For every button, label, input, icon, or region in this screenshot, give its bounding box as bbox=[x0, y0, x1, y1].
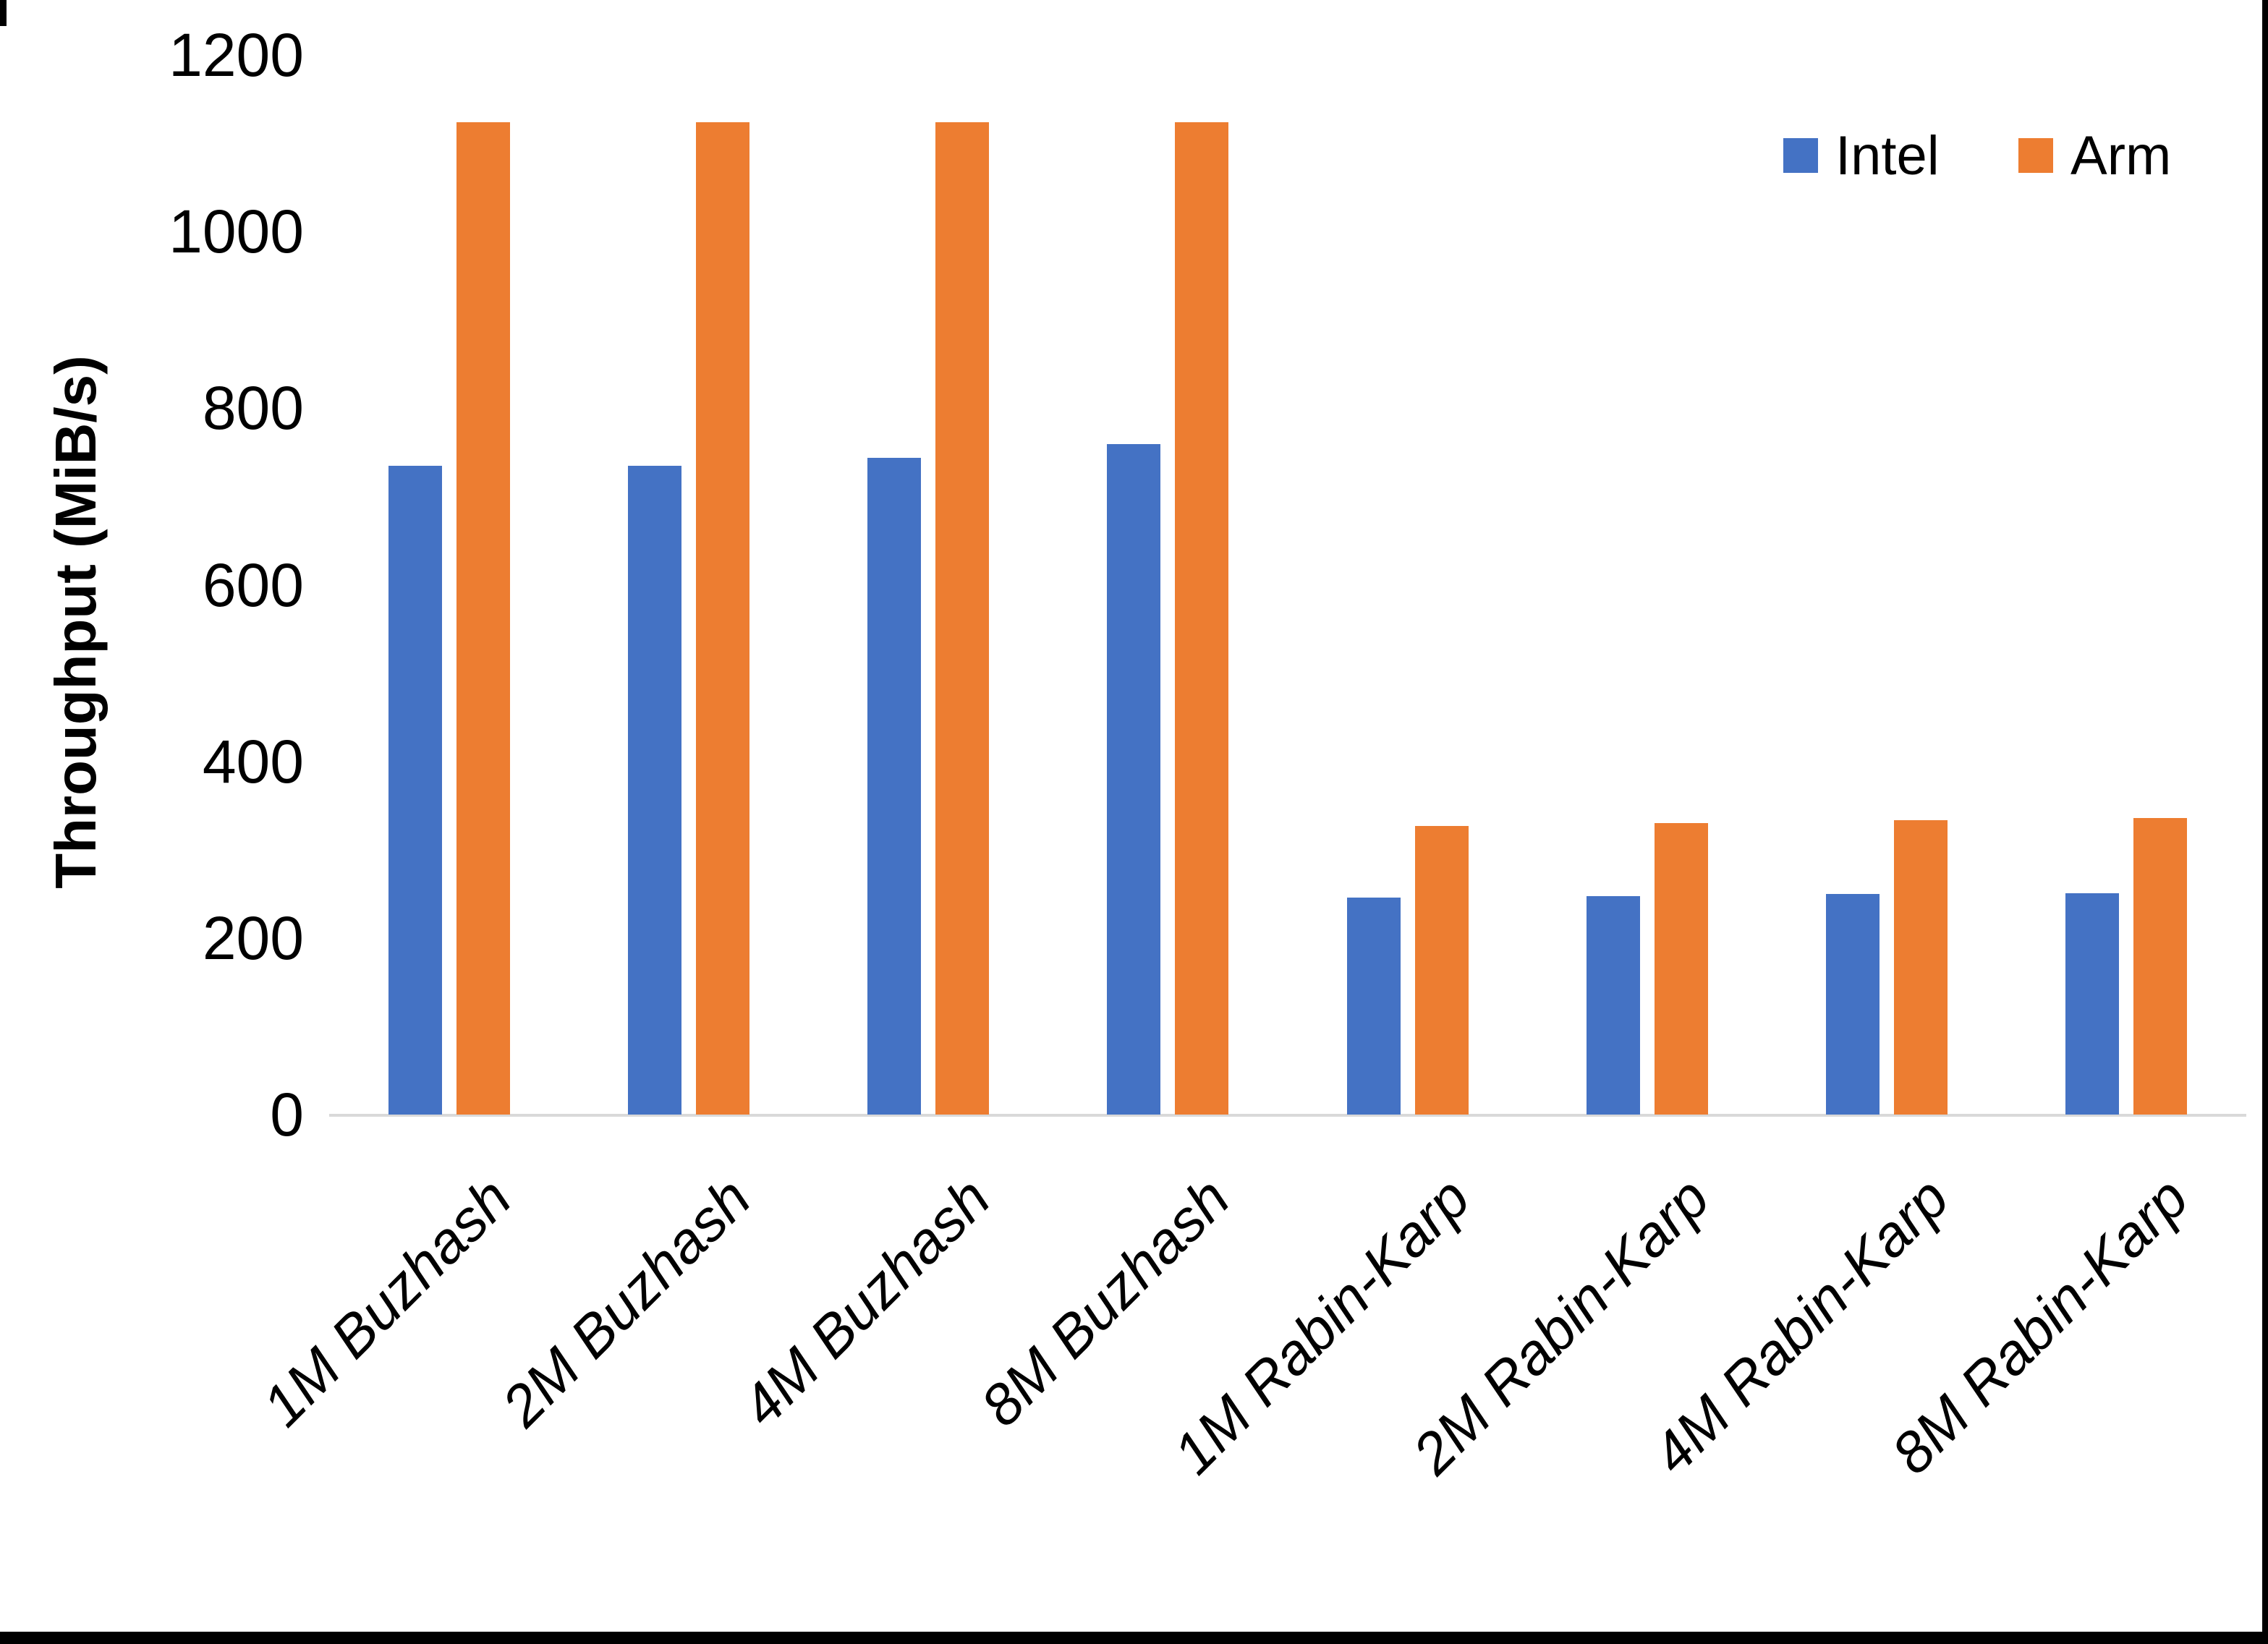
x-axis-label-4m-rabin-karp: 4M Rabin-Karp bbox=[1639, 1165, 1961, 1486]
x-axis-label-1m-rabin-karp: 1M Rabin-Karp bbox=[1160, 1165, 1482, 1486]
bar-intel-1m-buzhash bbox=[388, 465, 442, 1115]
legend-item-arm: Arm bbox=[2018, 124, 2172, 187]
x-axis-line bbox=[329, 1114, 2246, 1117]
screenshot-bottom-border bbox=[0, 1632, 2268, 1644]
bar-arm-4m-rabin-karp bbox=[1894, 820, 1948, 1115]
y-tick-label-200: 200 bbox=[202, 903, 304, 972]
y-tick-label-1200: 1200 bbox=[169, 21, 304, 89]
bar-intel-2m-buzhash bbox=[627, 465, 681, 1115]
bar-intel-1m-rabin-karp bbox=[1346, 897, 1401, 1115]
bar-arm-2m-rabin-karp bbox=[1654, 823, 1708, 1115]
bar-arm-8m-buzhash bbox=[1175, 122, 1229, 1115]
screenshot-right-border bbox=[2262, 0, 2268, 1644]
y-tick-label-0: 0 bbox=[270, 1081, 304, 1149]
x-axis-label-8m-rabin-karp: 8M Rabin-Karp bbox=[1880, 1165, 2201, 1486]
bar-intel-4m-rabin-karp bbox=[1826, 893, 1880, 1115]
x-axis-label-2m-buzhash: 2M Buzhash bbox=[489, 1165, 763, 1439]
y-tick-label-400: 400 bbox=[202, 727, 304, 796]
legend-item-intel: Intel bbox=[1783, 124, 1940, 187]
top-left-corner-mark bbox=[0, 0, 7, 26]
bar-intel-8m-buzhash bbox=[1107, 444, 1161, 1115]
x-axis-label-2m-rabin-karp: 2M Rabin-Karp bbox=[1400, 1165, 1722, 1486]
bar-arm-2m-buzhash bbox=[695, 122, 749, 1115]
x-axis-label-8m-buzhash: 8M Buzhash bbox=[969, 1165, 1242, 1439]
legend-label-intel: Intel bbox=[1835, 124, 1940, 187]
legend-swatch-intel bbox=[1783, 138, 1818, 173]
bar-intel-8m-rabin-karp bbox=[2065, 893, 2120, 1115]
legend-swatch-arm bbox=[2018, 138, 2053, 173]
bar-arm-4m-buzhash bbox=[935, 122, 990, 1115]
y-tick-label-1000: 1000 bbox=[169, 197, 304, 266]
bar-intel-4m-buzhash bbox=[867, 457, 922, 1115]
bar-arm-8m-rabin-karp bbox=[2133, 817, 2188, 1115]
bar-arm-1m-buzhash bbox=[456, 122, 510, 1115]
bar-arm-1m-rabin-karp bbox=[1414, 825, 1469, 1115]
y-tick-label-800: 800 bbox=[202, 374, 304, 443]
x-axis-label-1m-buzhash: 1M Buzhash bbox=[250, 1165, 523, 1439]
y-tick-label-600: 600 bbox=[202, 550, 304, 619]
legend-label-arm: Arm bbox=[2070, 124, 2172, 187]
x-axis-label-4m-buzhash: 4M Buzhash bbox=[729, 1165, 1003, 1439]
bar-intel-2m-rabin-karp bbox=[1586, 896, 1640, 1115]
